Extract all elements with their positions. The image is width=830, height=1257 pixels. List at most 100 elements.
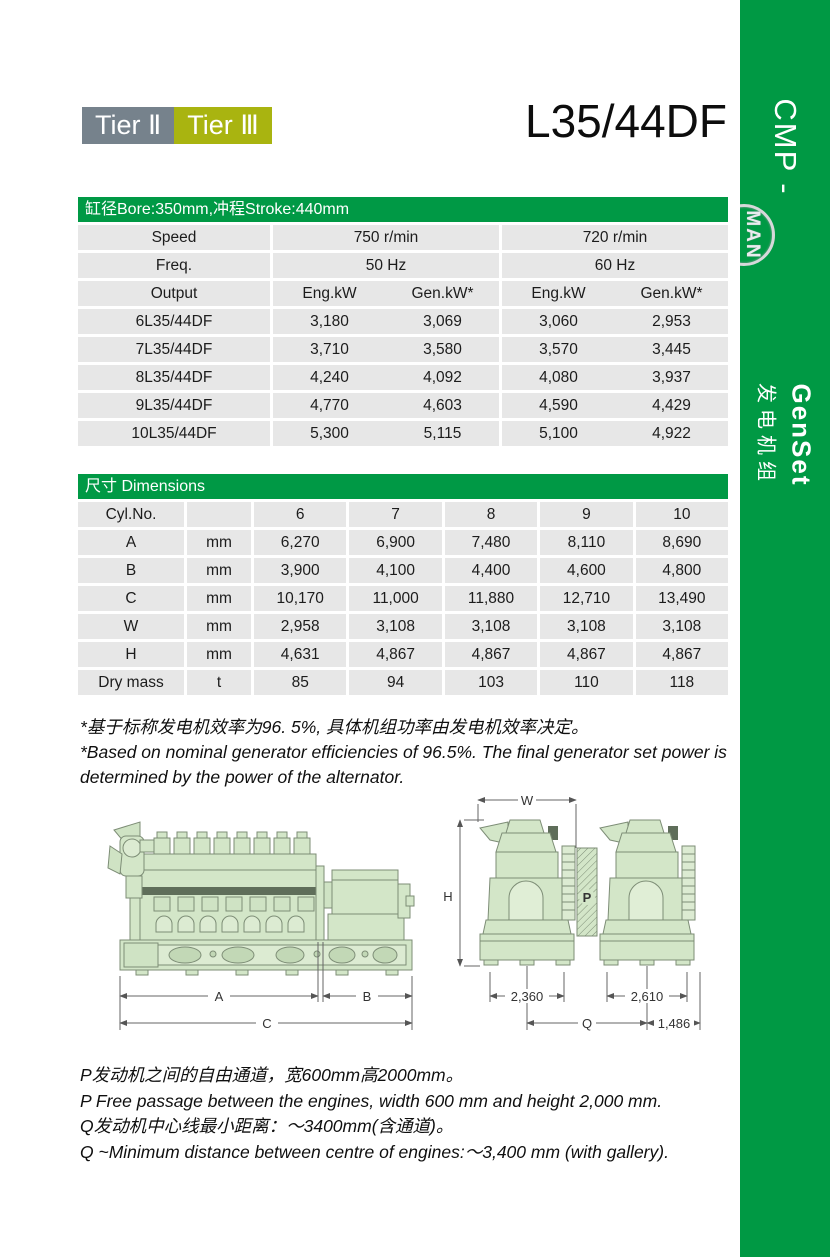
dim-value: 4,867 — [635, 642, 729, 667]
table-row: 8L35/44DF 4,240 4,092 4,080 3,937 — [78, 365, 728, 390]
output-table: 缸径Bore:350mm,冲程Stroke:440mm Speed 750 r/… — [78, 197, 728, 446]
unit-cell: t — [187, 670, 251, 695]
unit-cell: mm — [187, 614, 251, 639]
efficiency-note: *基于标称发电机效率为96. 5%, 具体机组功率由发电机效率决定。 *Base… — [80, 715, 730, 790]
side-view — [107, 821, 415, 976]
eng-value: 3,710 — [310, 340, 349, 358]
table-row: 9L35/44DF 4,770 4,603 4,590 4,429 — [78, 393, 728, 418]
values-60: 3,570 3,445 — [502, 337, 728, 362]
row-label: Output — [78, 281, 270, 306]
eng-value: 4,080 — [539, 368, 578, 386]
dim-value: 4,631 — [254, 642, 347, 667]
efficiency-note-en: *Based on nominal generator efficiencies… — [80, 742, 727, 787]
passage-notes: P发动机之间的自由通道，宽600mm高2000mm。 P Free passag… — [80, 1063, 730, 1165]
dim-value: 6,270 — [254, 530, 347, 555]
values-60: 4,590 4,429 — [502, 393, 728, 418]
eng-value: 3,060 — [539, 312, 578, 330]
speed-60-cell: 720 r/min — [502, 225, 728, 250]
dimensions-table: 尺寸 Dimensions Cyl.No. 6 7 8 9 10 A mm 6,… — [78, 474, 729, 695]
unit-cell: mm — [187, 530, 251, 555]
values-60: 4,080 3,937 — [502, 365, 728, 390]
cyl-count: 10 — [635, 502, 729, 527]
dim-value: 118 — [635, 670, 729, 695]
values-50: 4,240 4,092 — [273, 365, 499, 390]
dim-value: 10,170 — [254, 586, 347, 611]
output-table-header: 缸径Bore:350mm,冲程Stroke:440mm — [78, 197, 728, 222]
eng-kw-label: Eng.kW — [302, 284, 357, 302]
eng-kw-label: Eng.kW — [531, 284, 586, 302]
dim-value: 4,867 — [444, 642, 538, 667]
eng-value: 4,770 — [310, 396, 349, 414]
unit-cell — [187, 502, 251, 527]
dim-2610-label: 2,610 — [631, 989, 664, 1004]
dim-c-label: C — [262, 1016, 271, 1031]
genset-label-cn: 发电机组 — [754, 383, 777, 487]
values-50: 3,710 3,580 — [273, 337, 499, 362]
gen-value: 4,429 — [652, 396, 691, 414]
unit-cell: mm — [187, 586, 251, 611]
tier3-badge: Tier Ⅲ — [174, 107, 272, 144]
dim-value: 4,600 — [540, 558, 633, 583]
dim-p-label: P — [583, 890, 592, 905]
eng-value: 5,100 — [539, 424, 578, 442]
output-50-header: Eng.kW Gen.kW* — [273, 281, 499, 306]
dim-value: 103 — [444, 670, 538, 695]
dim-value: 8,110 — [540, 530, 633, 555]
q-note-cn: Q发动机中心线最小距离：～3400mm(含通道)。 — [80, 1116, 454, 1136]
output-60-header: Eng.kW Gen.kW* — [502, 281, 728, 306]
model-cell: 9L35/44DF — [78, 393, 270, 418]
dim-a-label: A — [215, 989, 224, 1004]
speed-50-cell: 750 r/min — [273, 225, 499, 250]
dim-1486-label: 1,486 — [658, 1016, 691, 1031]
eng-value: 3,180 — [310, 312, 349, 330]
model-cell: 8L35/44DF — [78, 365, 270, 390]
table-row: H mm 4,631 4,867 4,867 4,867 4,867 — [78, 642, 729, 667]
eng-value: 3,570 — [539, 340, 578, 358]
gen-value: 4,092 — [423, 368, 462, 386]
dim-w-label: W — [521, 793, 534, 808]
table-row: C mm 10,170 11,000 11,880 12,710 13,490 — [78, 586, 729, 611]
freq-50-cell: 50 Hz — [273, 253, 499, 278]
q-note-en: Q ~Minimum distance between centre of en… — [80, 1141, 669, 1162]
dim-value: 8,690 — [635, 530, 729, 555]
dim-value: 3,108 — [635, 614, 729, 639]
tier-badges: Tier Ⅱ Tier Ⅲ — [82, 107, 272, 144]
row-label: Freq. — [78, 253, 270, 278]
man-logo-text: MAN — [742, 210, 763, 260]
unit-cell: mm — [187, 642, 251, 667]
p-note-cn: P发动机之间的自由通道，宽600mm高2000mm。 — [80, 1065, 464, 1085]
dim-value: 4,867 — [349, 642, 442, 667]
table-row: 7L35/44DF 3,710 3,580 3,570 3,445 — [78, 337, 728, 362]
genset-label: GenSet 发电机组 — [754, 383, 817, 487]
model-cell: 10L35/44DF — [78, 421, 270, 446]
unit-cell: mm — [187, 558, 251, 583]
dim-value: 3,900 — [254, 558, 347, 583]
gen-value: 3,580 — [423, 340, 462, 358]
tier2-badge: Tier Ⅱ — [82, 107, 175, 144]
model-cell: 7L35/44DF — [78, 337, 270, 362]
dim-value: 94 — [349, 670, 442, 695]
gen-value: 2,953 — [652, 312, 691, 330]
dim-value: 7,480 — [444, 530, 538, 555]
values-50: 3,180 3,069 — [273, 309, 499, 334]
front-view-right-engine — [599, 819, 696, 966]
dim-q-label: Q — [582, 1016, 592, 1031]
genset-label-en: GenSet — [786, 383, 817, 487]
table-row-output-header: Output Eng.kW Gen.kW* Eng.kW Gen.kW* — [78, 281, 728, 306]
dim-2360-label: 2,360 — [511, 989, 544, 1004]
table-row: 6L35/44DF 3,180 3,069 3,060 2,953 — [78, 309, 728, 334]
efficiency-note-cn: *基于标称发电机效率为96. 5%, 具体机组功率由发电机效率决定。 — [80, 717, 589, 737]
table-row-freq: Freq. 50 Hz 60 Hz — [78, 253, 728, 278]
table-row-cylno: Cyl.No. 6 7 8 9 10 — [78, 502, 729, 527]
row-label: Dry mass — [78, 670, 184, 695]
dim-value: 3,108 — [540, 614, 633, 639]
front-view-left-engine — [479, 819, 576, 966]
model-cell: 6L35/44DF — [78, 309, 270, 334]
dim-value: 2,958 — [254, 614, 347, 639]
dim-value: 4,867 — [540, 642, 633, 667]
table-row: B mm 3,900 4,100 4,400 4,600 4,800 — [78, 558, 729, 583]
dim-value: 110 — [540, 670, 633, 695]
engine-drawing: A B C P W H 2,360 2,610 Q 1,486 — [107, 793, 701, 1031]
dim-value: 11,880 — [444, 586, 538, 611]
cyl-count: 8 — [444, 502, 538, 527]
